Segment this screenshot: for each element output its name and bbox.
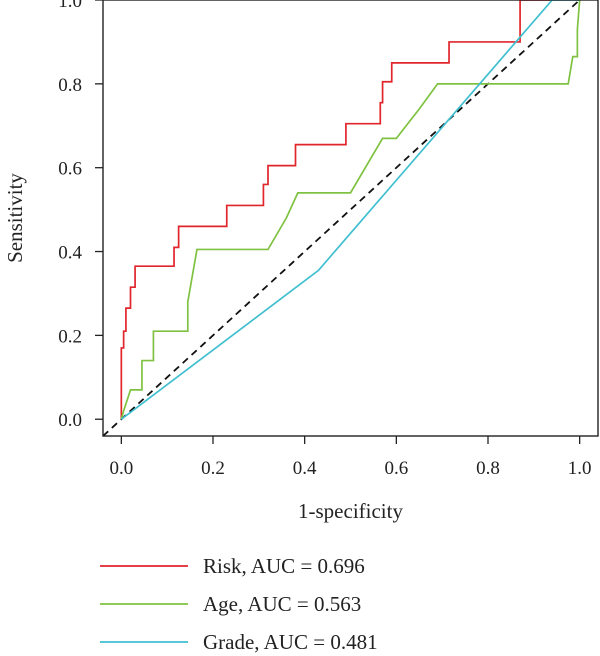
- x-tick-label: 0.0: [109, 458, 133, 479]
- plot-frame: [102, 0, 599, 437]
- roc-curve-0: [120, 0, 550, 420]
- roc-curve-2: [120, 0, 580, 420]
- x-axis-title: 1-specificity: [298, 499, 403, 523]
- y-tick-label: 0.2: [58, 326, 82, 347]
- y-tick-label: 0.6: [58, 159, 82, 180]
- plot-area: [102, 0, 581, 437]
- y-tick-label: 0.4: [58, 243, 82, 264]
- x-tick-label: 0.6: [384, 458, 408, 479]
- legend-label-0: Risk, AUC = 0.696: [203, 554, 365, 578]
- y-axis-title: Sensitivity: [3, 173, 27, 263]
- axes: 0.0 0.2 0.4 0.6 0.8 1.0 0.0 0.2 0.4 0.6 0.8 1.0 1-sp…: [3, 0, 599, 523]
- legend-label-2: Grade, AUC = 0.481: [203, 630, 378, 654]
- legend-label-1: Age, AUC = 0.563: [203, 592, 361, 616]
- x-tick-label: 1.0: [568, 458, 592, 479]
- reference-diagonal-line: [102, 0, 581, 437]
- x-tick-label: 0.4: [293, 458, 317, 479]
- x-tick-label: 0.2: [201, 458, 225, 479]
- y-tick-label: 0.0: [58, 410, 82, 431]
- y-tick-label: 0.8: [58, 75, 82, 96]
- x-tick-label: 0.8: [476, 458, 500, 479]
- y-tick-label: 1.0: [58, 0, 82, 12]
- legend: Risk, AUC = 0.696 Age, AUC = 0.563 Grade, …: [100, 554, 378, 654]
- roc-curve-1: [120, 0, 581, 420]
